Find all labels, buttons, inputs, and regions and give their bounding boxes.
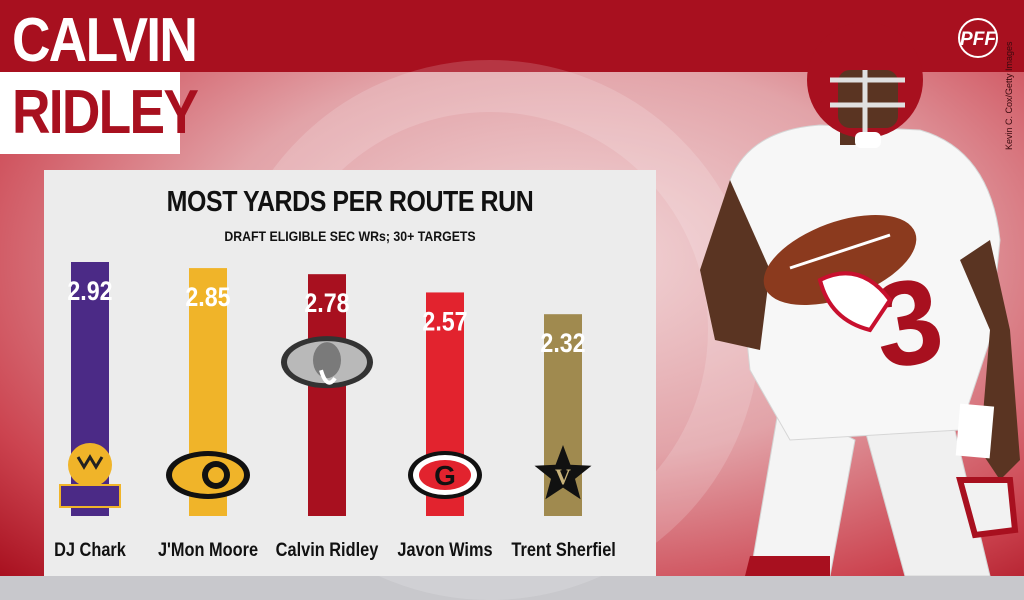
bar-value-label: 2.85	[185, 282, 230, 312]
player-name-title: CALVIN RIDLEY	[0, 4, 199, 162]
chart-title: MOST YARDS PER ROUTE RUN	[166, 186, 534, 218]
bar-2	[308, 274, 346, 516]
pff-logo-icon: PFF	[958, 18, 998, 58]
svg-text:V: V	[555, 464, 571, 489]
category-label: Calvin Ridley	[275, 540, 379, 561]
chart-panel: MOST YARDS PER ROUTE RUN DRAFT ELIGIBLE …	[44, 170, 656, 576]
category-label: J'Mon Moore	[157, 540, 259, 561]
bar-chart: 2.92 2.85 2.78 2.57 G 2.32 V	[59, 262, 592, 516]
svg-text:G: G	[434, 460, 456, 491]
player-first-name: CALVIN	[12, 6, 198, 75]
title-highlight	[0, 72, 180, 154]
pff-logo-text: PFF	[960, 29, 997, 50]
lsu-tiger-icon	[59, 443, 121, 508]
vanderbilt-v-icon: V	[534, 445, 592, 500]
alabama-elephant-icon	[281, 336, 373, 389]
player-last-name: RIDLEY	[12, 78, 199, 147]
category-label: Trent Sherfiel	[511, 540, 616, 561]
category-label: Javon Wims	[397, 540, 493, 561]
bar-value-label: 2.57	[422, 307, 467, 337]
player-photo: 3	[700, 22, 1020, 576]
bar-value-label: 2.78	[304, 289, 349, 319]
missouri-tiger-icon	[166, 451, 250, 499]
chart-subtitle: DRAFT ELIGIBLE SEC WRs; 30+ TARGETS	[224, 228, 476, 244]
category-label: DJ Chark	[54, 540, 126, 561]
bar-value-label: 2.92	[67, 276, 112, 306]
georgia-g-icon: G	[408, 451, 482, 499]
bar-value-label: 2.32	[540, 329, 585, 359]
